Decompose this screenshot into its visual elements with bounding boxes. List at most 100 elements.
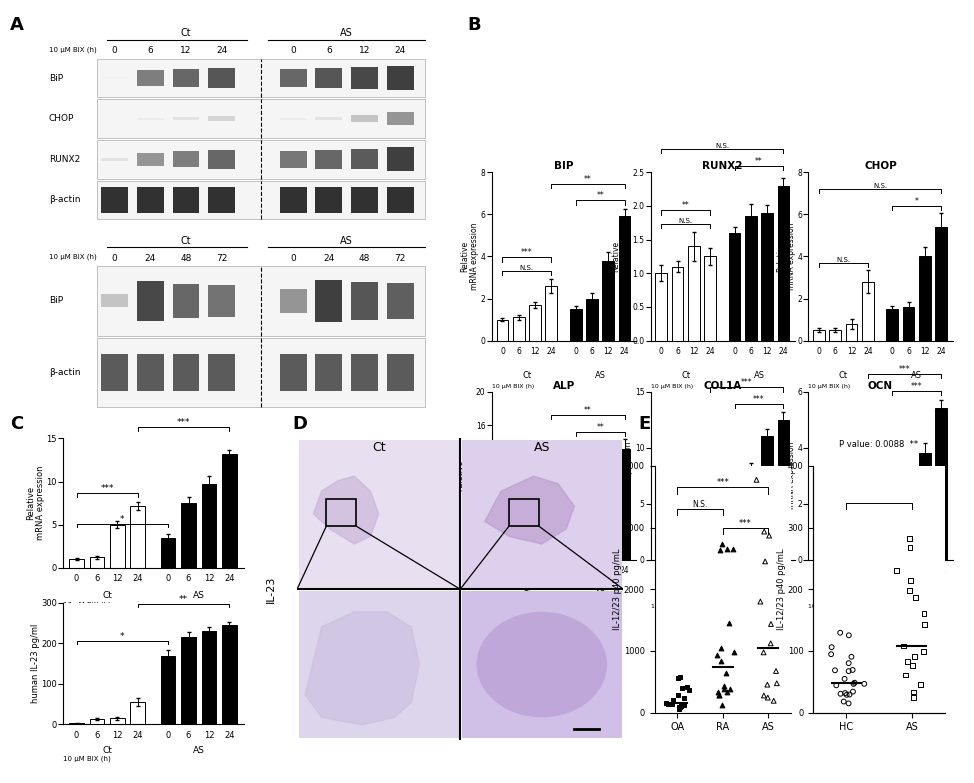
Bar (136, 117, 164, 120)
Text: P value: 0.0088  **: P value: 0.0088 ** (840, 439, 918, 449)
Point (674, 682, 690, 695)
Bar (603, 471, 615, 560)
Bar (545, 286, 557, 341)
Bar (529, 551, 541, 560)
Text: 10 μM BIX (h): 10 μM BIX (h) (49, 254, 96, 260)
Bar (101, 354, 128, 391)
Text: N.S.: N.S. (693, 500, 707, 509)
Bar (387, 112, 414, 125)
Text: ***: *** (100, 485, 114, 493)
Bar (202, 484, 216, 568)
Point (660, 698, 676, 710)
Point (856, 677, 872, 690)
Text: D: D (292, 415, 307, 433)
Text: *: * (120, 632, 125, 640)
Bar (762, 213, 773, 341)
Point (841, 697, 856, 709)
Bar (280, 289, 307, 312)
Point (845, 677, 861, 690)
Text: Ct: Ct (102, 746, 112, 755)
Point (833, 687, 848, 700)
Text: 10 μM BIX (h): 10 μM BIX (h) (63, 756, 111, 763)
Text: Ct: Ct (180, 236, 191, 246)
Point (760, 691, 775, 704)
Point (722, 617, 737, 630)
Point (917, 619, 932, 631)
Bar (777, 420, 789, 560)
Bar (762, 436, 773, 560)
Point (758, 555, 773, 568)
Bar (777, 186, 789, 341)
Title: RUNX2: RUNX2 (702, 161, 743, 171)
Bar (280, 151, 307, 168)
Point (843, 651, 859, 663)
Bar (672, 547, 684, 560)
Point (906, 691, 921, 704)
Bar (745, 470, 757, 560)
Point (907, 650, 922, 662)
Text: 24: 24 (323, 254, 334, 262)
Bar (387, 283, 414, 319)
Bar (316, 187, 342, 213)
Bar (172, 354, 200, 391)
Bar (96, 181, 426, 219)
Point (841, 629, 856, 641)
Bar (845, 324, 857, 341)
Bar (172, 69, 200, 88)
Bar (545, 550, 557, 560)
Point (719, 543, 734, 556)
Text: B: B (468, 16, 481, 34)
Point (722, 683, 737, 695)
Bar (280, 69, 307, 88)
Bar (181, 637, 196, 724)
Text: Ct: Ct (681, 371, 691, 380)
Text: Ct: Ct (839, 590, 848, 599)
Point (836, 695, 851, 708)
Text: AS: AS (912, 371, 922, 380)
Bar (704, 257, 716, 341)
Point (714, 655, 730, 667)
Bar (656, 549, 667, 560)
Bar (96, 337, 426, 407)
Text: ***: *** (716, 478, 730, 488)
Text: **: ** (584, 175, 592, 184)
Y-axis label: Relative
mRNA expression: Relative mRNA expression (612, 222, 631, 290)
Text: ***: *** (753, 395, 765, 404)
Text: **: ** (596, 423, 604, 432)
Point (824, 641, 840, 654)
Point (762, 529, 777, 542)
Point (896, 640, 912, 652)
Text: Ct: Ct (839, 371, 848, 380)
Text: Ct: Ct (372, 442, 386, 454)
Text: N.S.: N.S. (679, 218, 693, 224)
Text: 0: 0 (112, 254, 117, 262)
Bar (886, 489, 898, 560)
Point (766, 695, 781, 707)
Bar (745, 216, 757, 341)
Bar (462, 590, 621, 738)
Point (917, 608, 932, 620)
Bar (136, 354, 164, 391)
Bar (326, 499, 356, 526)
Text: ***: *** (739, 518, 752, 528)
Point (673, 700, 689, 713)
Point (846, 677, 862, 689)
Y-axis label: Relative
mRNA expression: Relative mRNA expression (455, 442, 474, 510)
Point (902, 584, 918, 597)
Point (670, 688, 686, 701)
Bar (387, 187, 414, 213)
Text: Ct: Ct (522, 371, 532, 380)
Bar (101, 294, 128, 308)
Text: ***: *** (911, 382, 922, 391)
Text: 10 μM BIX (h): 10 μM BIX (h) (651, 384, 693, 389)
Text: 10 μM BIX (h): 10 μM BIX (h) (808, 604, 850, 608)
Text: 24: 24 (144, 254, 156, 262)
Text: *: * (120, 515, 125, 524)
Bar (316, 67, 342, 88)
Title: ALP: ALP (553, 381, 575, 391)
Bar (208, 67, 235, 88)
Bar (316, 150, 342, 168)
Bar (101, 157, 128, 161)
Y-axis label: Relative
mRNA expression: Relative mRNA expression (25, 466, 45, 540)
Text: **: ** (584, 406, 592, 415)
